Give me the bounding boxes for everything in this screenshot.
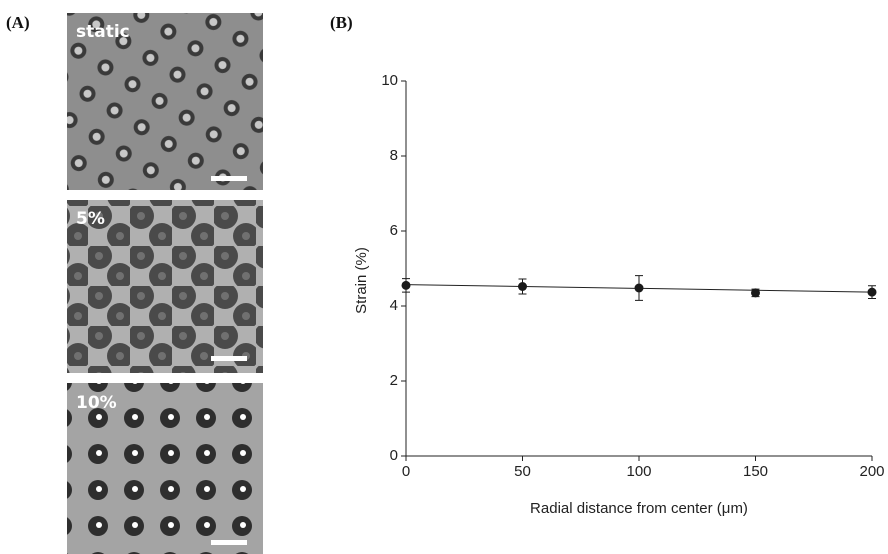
- x-tick-label: 0: [402, 463, 410, 480]
- micrograph: 10%: [67, 383, 263, 554]
- scale-bar: [211, 356, 247, 361]
- data-point: [401, 280, 411, 290]
- x-tick-label: 150: [743, 463, 768, 480]
- y-tick-label: 4: [390, 297, 398, 314]
- panel-label: (A): [6, 13, 30, 32]
- x-tick-label: 50: [514, 463, 531, 480]
- x-tick-label: 100: [626, 463, 651, 480]
- panel-label: (B): [330, 13, 353, 32]
- x-axis-label: Radial distance from center (μm): [530, 500, 748, 517]
- y-tick-label: 10: [381, 72, 398, 89]
- data-point: [518, 282, 527, 291]
- y-tick-label: 0: [390, 447, 398, 464]
- y-tick-label: 6: [390, 222, 398, 239]
- micrograph: 5%: [67, 200, 263, 373]
- micrograph-image: [67, 383, 263, 554]
- y-tick-label: 2: [390, 372, 398, 389]
- micrograph: static: [67, 13, 263, 190]
- y-axis-label: Strain (%): [353, 247, 370, 314]
- x-tick-label: 200: [859, 463, 884, 480]
- scale-bar: [211, 176, 247, 181]
- micrograph-image: [67, 200, 263, 373]
- data-point: [634, 283, 644, 293]
- image-label: 5%: [76, 209, 105, 229]
- image-label: static: [76, 22, 130, 42]
- scale-bar: [211, 540, 247, 545]
- image-label: 10%: [76, 393, 117, 413]
- data-point: [867, 287, 877, 297]
- y-tick-label: 8: [390, 147, 398, 164]
- data-point: [751, 288, 760, 298]
- micrograph-image: [67, 13, 263, 190]
